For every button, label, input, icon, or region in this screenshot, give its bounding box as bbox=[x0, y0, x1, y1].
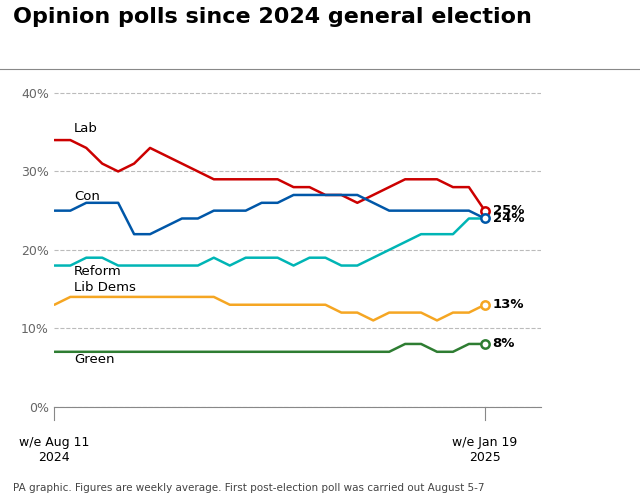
Text: w/e Aug 11
2024: w/e Aug 11 2024 bbox=[19, 436, 90, 465]
Text: 24%: 24% bbox=[493, 212, 524, 225]
Text: PA graphic. Figures are weekly average. First post-election poll was carried out: PA graphic. Figures are weekly average. … bbox=[13, 483, 484, 493]
Text: Green: Green bbox=[74, 353, 115, 366]
Text: 13%: 13% bbox=[493, 298, 524, 311]
Text: Lib Dems: Lib Dems bbox=[74, 281, 136, 294]
Text: 8%: 8% bbox=[493, 337, 515, 350]
Text: Opinion polls since 2024 general election: Opinion polls since 2024 general electio… bbox=[13, 7, 532, 27]
Text: Lab: Lab bbox=[74, 122, 98, 135]
Text: 25%: 25% bbox=[493, 204, 524, 217]
Text: Reform: Reform bbox=[74, 264, 122, 277]
Text: w/e Jan 19
2025: w/e Jan 19 2025 bbox=[452, 436, 518, 465]
Text: Con: Con bbox=[74, 190, 100, 203]
